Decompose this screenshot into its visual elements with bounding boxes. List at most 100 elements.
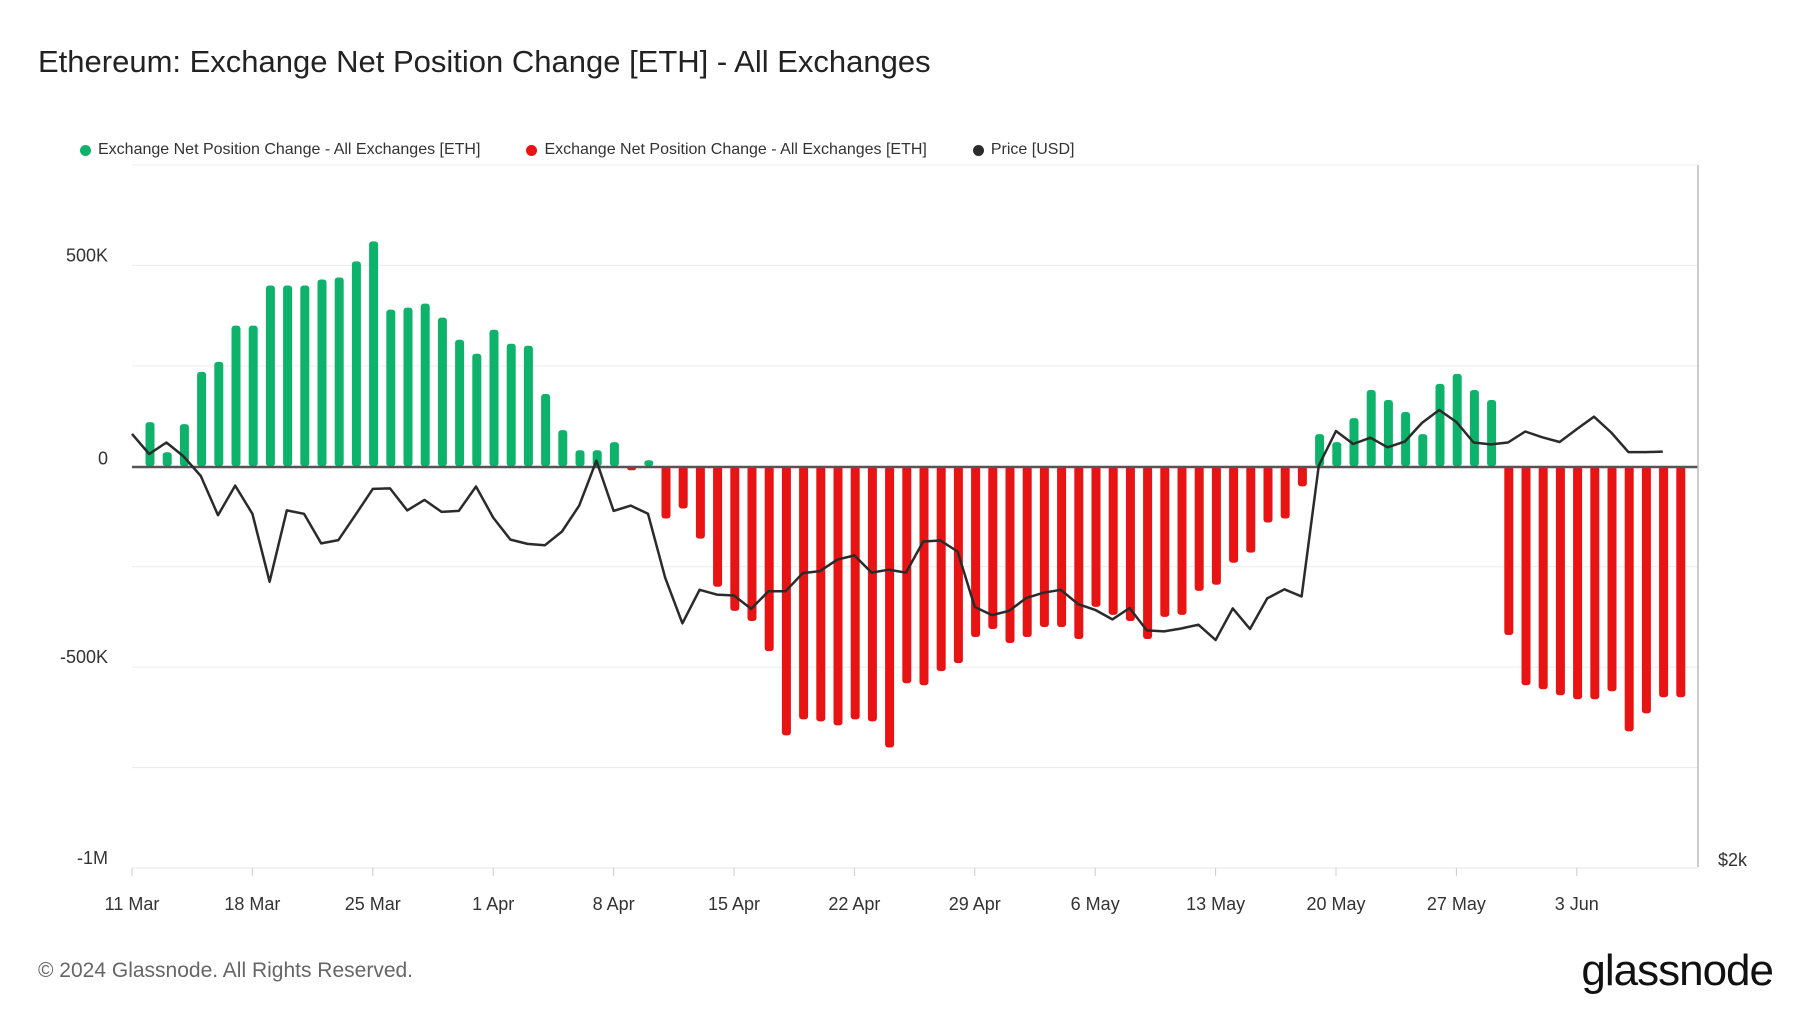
bar[interactable] bbox=[248, 325, 258, 467]
bar[interactable] bbox=[885, 466, 895, 748]
bar[interactable] bbox=[1590, 466, 1600, 700]
legend-label-price: Price [USD] bbox=[990, 141, 1075, 158]
bar[interactable] bbox=[334, 277, 344, 467]
bar[interactable] bbox=[1022, 466, 1032, 638]
bar[interactable] bbox=[162, 452, 172, 467]
bar[interactable] bbox=[1211, 466, 1221, 585]
legend-item-inflow[interactable]: Exchange Net Position Change - All Excha… bbox=[80, 141, 480, 159]
legend-label-inflow: Exchange Net Position Change - All Excha… bbox=[98, 141, 481, 158]
bar[interactable] bbox=[1383, 400, 1393, 467]
x-tick-label: 6 May bbox=[1071, 894, 1120, 914]
bar[interactable] bbox=[523, 345, 533, 467]
bar[interactable] bbox=[1676, 466, 1686, 698]
bar[interactable] bbox=[317, 279, 327, 467]
bar[interactable] bbox=[1160, 466, 1170, 617]
bar[interactable] bbox=[437, 317, 447, 467]
bar[interactable] bbox=[455, 339, 465, 467]
bar[interactable] bbox=[231, 325, 241, 467]
x-tick-label: 11 Mar bbox=[105, 894, 160, 914]
bar[interactable] bbox=[1521, 466, 1531, 686]
bar[interactable] bbox=[1452, 373, 1462, 467]
bar[interactable] bbox=[472, 353, 482, 467]
bar[interactable] bbox=[1297, 466, 1307, 487]
bar[interactable] bbox=[1143, 466, 1153, 640]
bar[interactable] bbox=[1538, 466, 1548, 690]
bar[interactable] bbox=[575, 450, 585, 467]
bar[interactable] bbox=[386, 309, 396, 467]
legend-item-outflow[interactable]: Exchange Net Position Change - All Excha… bbox=[526, 141, 927, 159]
bar[interactable] bbox=[713, 466, 723, 587]
bar[interactable] bbox=[1469, 389, 1479, 467]
bar[interactable] bbox=[695, 466, 705, 539]
bar[interactable] bbox=[644, 460, 654, 467]
bar[interactable] bbox=[867, 466, 877, 722]
x-tick-label: 22 Apr bbox=[828, 894, 880, 914]
bar[interactable] bbox=[214, 361, 224, 467]
bar[interactable] bbox=[799, 466, 809, 720]
bar[interactable] bbox=[936, 466, 946, 672]
bar[interactable] bbox=[351, 261, 361, 467]
glassnode-logo[interactable]: glassnode bbox=[1581, 946, 1774, 995]
bar[interactable] bbox=[1194, 466, 1204, 591]
bar[interactable] bbox=[661, 466, 671, 519]
bar[interactable] bbox=[403, 307, 413, 467]
bar[interactable] bbox=[988, 466, 998, 629]
bar[interactable] bbox=[1246, 466, 1256, 553]
bar[interactable] bbox=[953, 466, 963, 664]
bar[interactable] bbox=[558, 430, 568, 467]
x-tick-label: 1 Apr bbox=[472, 894, 514, 914]
bar[interactable] bbox=[1418, 434, 1428, 467]
bar[interactable] bbox=[300, 285, 310, 467]
bar[interactable] bbox=[1108, 466, 1118, 615]
bar[interactable] bbox=[1504, 466, 1514, 636]
bar[interactable] bbox=[1332, 442, 1342, 467]
bar[interactable] bbox=[145, 422, 155, 467]
bar[interactable] bbox=[1659, 466, 1669, 698]
bar[interactable] bbox=[730, 466, 740, 611]
bar[interactable] bbox=[833, 466, 843, 726]
bar[interactable] bbox=[1555, 466, 1565, 696]
bar[interactable] bbox=[283, 285, 293, 467]
bar[interactable] bbox=[1607, 466, 1617, 692]
bar[interactable] bbox=[369, 241, 379, 467]
bar[interactable] bbox=[1366, 389, 1376, 467]
bar[interactable] bbox=[1487, 400, 1497, 467]
bar[interactable] bbox=[678, 466, 688, 509]
bar[interactable] bbox=[489, 329, 499, 467]
copyright-text: © 2024 Glassnode. All Rights Reserved. bbox=[38, 959, 414, 982]
bar[interactable] bbox=[902, 466, 912, 684]
x-axis-ticks: 11 Mar 18 Mar 25 Mar 1 Apr 8 Apr 15 Apr 22 Apr… bbox=[105, 868, 1599, 914]
bar[interactable] bbox=[506, 343, 516, 467]
bar[interactable] bbox=[1074, 466, 1084, 640]
bar[interactable] bbox=[781, 466, 791, 736]
bar[interactable] bbox=[764, 466, 774, 652]
bar[interactable] bbox=[971, 466, 981, 638]
bar[interactable] bbox=[1057, 466, 1067, 627]
y-tick-label: 500K bbox=[66, 245, 108, 265]
bar[interactable] bbox=[420, 303, 430, 467]
chart-legend: Exchange Net Position Change - All Excha… bbox=[80, 141, 1074, 159]
bar[interactable] bbox=[1280, 466, 1290, 519]
bar[interactable] bbox=[1641, 466, 1651, 714]
bar[interactable] bbox=[816, 466, 826, 722]
legend-item-price[interactable]: Price [USD] bbox=[972, 141, 1075, 159]
bar[interactable] bbox=[1573, 466, 1583, 700]
bar[interactable] bbox=[1229, 466, 1239, 563]
bar[interactable] bbox=[1349, 418, 1359, 467]
bar[interactable] bbox=[1263, 466, 1273, 523]
bar[interactable] bbox=[1624, 466, 1634, 732]
bar[interactable] bbox=[541, 393, 551, 467]
bar[interactable] bbox=[1091, 466, 1101, 607]
bar[interactable] bbox=[1039, 466, 1049, 627]
bar[interactable] bbox=[1435, 383, 1445, 467]
y-tick-label: -1M bbox=[77, 848, 108, 868]
bar[interactable] bbox=[265, 285, 275, 467]
bar[interactable] bbox=[1005, 466, 1015, 644]
bar[interactable] bbox=[609, 442, 619, 467]
bar[interactable] bbox=[1177, 466, 1187, 615]
bar[interactable] bbox=[747, 466, 757, 621]
bar[interactable] bbox=[1125, 466, 1135, 621]
bar[interactable] bbox=[850, 466, 860, 720]
bar[interactable] bbox=[919, 466, 929, 686]
bar[interactable] bbox=[197, 371, 207, 467]
